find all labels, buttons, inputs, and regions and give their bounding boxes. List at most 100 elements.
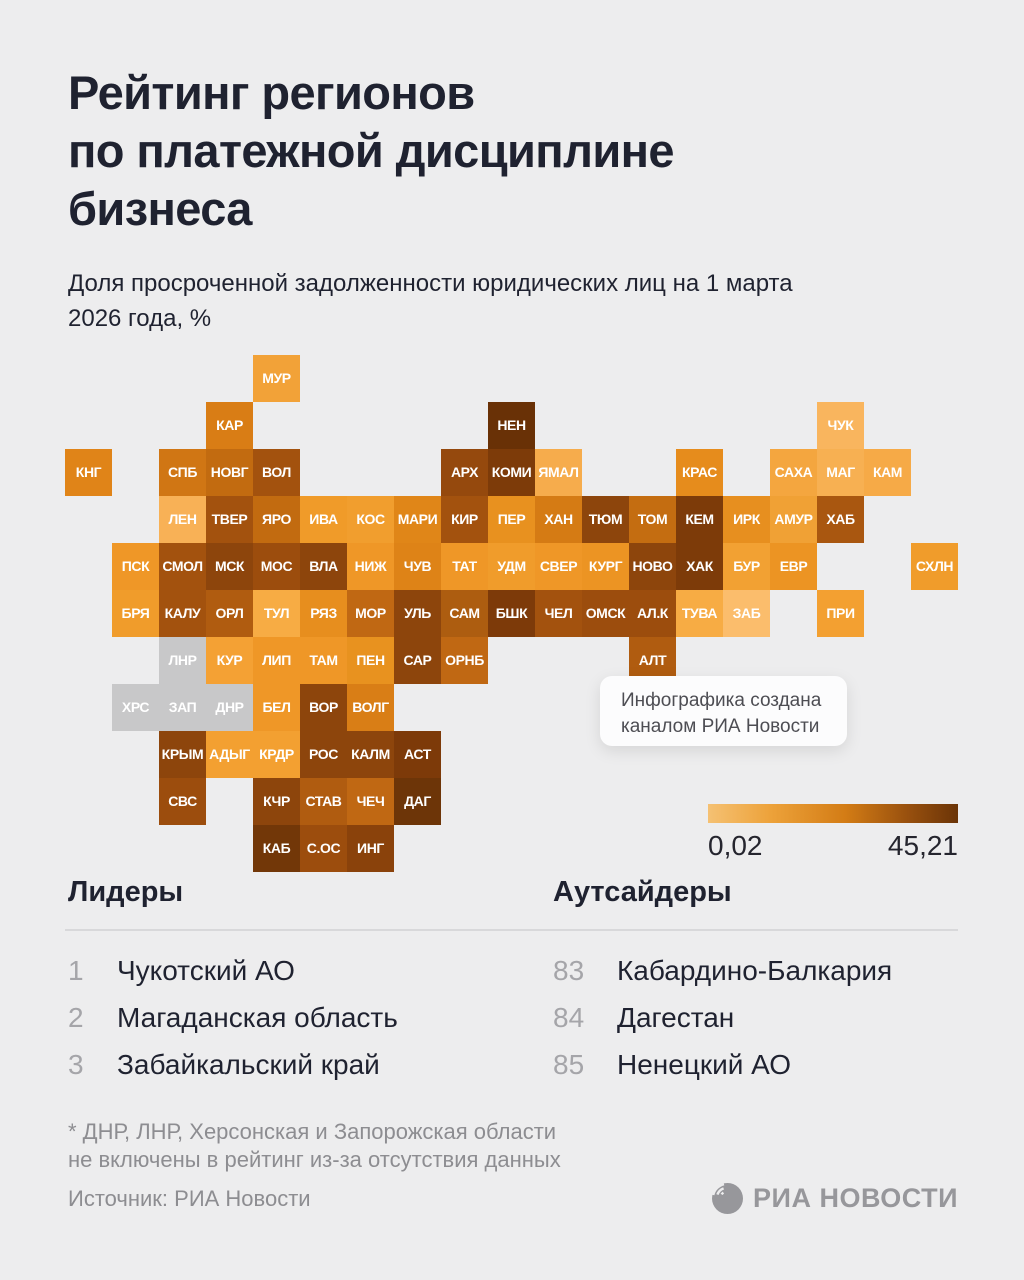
map-tile-КОС: КОС <box>347 496 394 543</box>
map-tile-БРЯ: БРЯ <box>112 590 159 637</box>
map-tile-label: КАЛУ <box>164 605 201 621</box>
map-tile-ВОР: ВОР <box>300 684 347 731</box>
map-tile-label: СМОЛ <box>162 558 203 574</box>
map-tile-label: ОРНБ <box>445 652 484 668</box>
footnote-line-1: * ДНР, ЛНР, Херсонская и Запорожская обл… <box>68 1119 557 1144</box>
map-tile-ТЮМ: ТЮМ <box>582 496 629 543</box>
map-tile-label: КАЛМ <box>351 746 390 762</box>
map-tile-СВС: СВС <box>159 778 206 825</box>
map-tile-label: КНГ <box>75 464 102 480</box>
ria-novosti-logo: РИА НОВОСТИ <box>711 1180 958 1216</box>
map-tile-label: КАБ <box>262 840 291 856</box>
map-tile-КРАС: КРАС <box>676 449 723 496</box>
map-tile-label: КАМ <box>872 464 903 480</box>
map-tile-label: ТАТ <box>452 558 477 574</box>
map-tile-label: БШК <box>495 605 528 621</box>
leaders-heading: Лидеры <box>68 876 184 908</box>
map-tile-label: РОС <box>309 746 338 762</box>
map-tile-label: САР <box>403 652 432 668</box>
map-tile-АЛ.К: АЛ.К <box>629 590 676 637</box>
map-tile-ЧУВ: ЧУВ <box>394 543 441 590</box>
page-subtitle-line-1: Доля просроченной задолженности юридичес… <box>68 270 793 297</box>
map-tile-label: МАРИ <box>397 511 438 527</box>
map-tile-АДЫГ: АДЫГ <box>206 731 253 778</box>
outsiders-heading: Аутсайдеры <box>553 876 732 908</box>
map-tile-label: НОВО <box>632 558 673 574</box>
map-tile-label: ЧУВ <box>403 558 432 574</box>
map-tile-СТАВ: СТАВ <box>300 778 347 825</box>
map-tile-label: КУРГ <box>588 558 623 574</box>
map-tile-КОМИ: КОМИ <box>488 449 535 496</box>
map-tile-label: АРХ <box>450 464 479 480</box>
map-tile-label: ПЕН <box>356 652 385 668</box>
map-tile-КАЛУ: КАЛУ <box>159 590 206 637</box>
map-tile-label: ЗАП <box>168 699 197 715</box>
map-tile-label: КИР <box>451 511 478 527</box>
map-tile-МАГ: МАГ <box>817 449 864 496</box>
map-tile-ХРС: ХРС <box>112 684 159 731</box>
map-tile-label: КРАС <box>682 464 717 480</box>
map-tile-label: ДАГ <box>404 793 431 809</box>
map-tile-label: ПРИ <box>826 605 855 621</box>
outsider-rank-3: 85 <box>553 1049 585 1080</box>
map-tile-КАМ: КАМ <box>864 449 911 496</box>
map-tile-КНГ: КНГ <box>65 449 112 496</box>
map-tile-ТОМ: ТОМ <box>629 496 676 543</box>
map-tile-ПРИ: ПРИ <box>817 590 864 637</box>
map-tile-label: ОМСК <box>585 605 626 621</box>
map-tile-label: АДЫГ <box>209 746 250 762</box>
map-tile-СХЛН: СХЛН <box>911 543 958 590</box>
map-tile-label: АЛТ <box>638 652 667 668</box>
map-tile-ВОЛ: ВОЛ <box>253 449 300 496</box>
map-tile-label: СТАВ <box>305 793 342 809</box>
map-tile-ТУЛ: ТУЛ <box>253 590 300 637</box>
map-tile-САМ: САМ <box>441 590 488 637</box>
map-tile-БШК: БШК <box>488 590 535 637</box>
map-tile-label: ЗАБ <box>732 605 761 621</box>
footnote: * ДНР, ЛНР, Херсонская и Запорожская обл… <box>68 1118 561 1174</box>
map-tile-label: КЧР <box>263 793 290 809</box>
map-tile-label: НИЖ <box>354 558 387 574</box>
map-tile-ТАМ: ТАМ <box>300 637 347 684</box>
map-tile-label: С.ОС <box>306 840 341 856</box>
map-tile-МАРИ: МАРИ <box>394 496 441 543</box>
leader-rank-3: 3 <box>68 1049 84 1080</box>
map-tile-label: СВЕР <box>539 558 578 574</box>
map-tile-label: МСК <box>214 558 245 574</box>
map-tile-label: БРЯ <box>121 605 150 621</box>
map-tile-ВЛА: ВЛА <box>300 543 347 590</box>
leader-rank-2: 2 <box>68 1002 84 1033</box>
map-tile-САР: САР <box>394 637 441 684</box>
map-tile-БУР: БУР <box>723 543 770 590</box>
source-label: Источник: РИА Новости <box>68 1186 311 1211</box>
map-tile-ХАК: ХАК <box>676 543 723 590</box>
map-tile-label: ТВЕР <box>211 511 248 527</box>
color-scale-max-label: 45,21 <box>887 830 958 861</box>
map-tile-НИЖ: НИЖ <box>347 543 394 590</box>
leader-name-1: Чукотский АО <box>117 955 295 986</box>
map-tile-ОМСК: ОМСК <box>582 590 629 637</box>
map-tile-АСТ: АСТ <box>394 731 441 778</box>
map-tile-label: КРДР <box>259 746 294 762</box>
map-tile-СПБ: СПБ <box>159 449 206 496</box>
map-tile-label: СХЛН <box>915 558 954 574</box>
map-tile-НОВГ: НОВГ <box>206 449 253 496</box>
map-tile-label: ХАБ <box>826 511 855 527</box>
map-tile-КИР: КИР <box>441 496 488 543</box>
map-tile-ЯМАЛ: ЯМАЛ <box>535 449 582 496</box>
credit-tooltip: Инфографика создана каналом РИА Новости <box>600 676 847 746</box>
map-tile-КАР: КАР <box>206 402 253 449</box>
page-subtitle-line-2: 2026 года, % <box>68 305 212 332</box>
map-tile-СМОЛ: СМОЛ <box>159 543 206 590</box>
map-tile-label: ЛИП <box>262 652 291 668</box>
map-tile-КАБ: КАБ <box>253 825 300 872</box>
map-tile-label: КОС <box>356 511 385 527</box>
map-tile-ОРНБ: ОРНБ <box>441 637 488 684</box>
map-tile-label: ЯРО <box>262 511 291 527</box>
map-tile-ЛИП: ЛИП <box>253 637 300 684</box>
map-tile-СВЕР: СВЕР <box>535 543 582 590</box>
leader-name-3: Забайкальский край <box>117 1049 380 1080</box>
map-tile-МОР: МОР <box>347 590 394 637</box>
outsider-name-2: Дагестан <box>617 1002 735 1033</box>
color-scale-min-label: 0,02 <box>708 830 763 861</box>
